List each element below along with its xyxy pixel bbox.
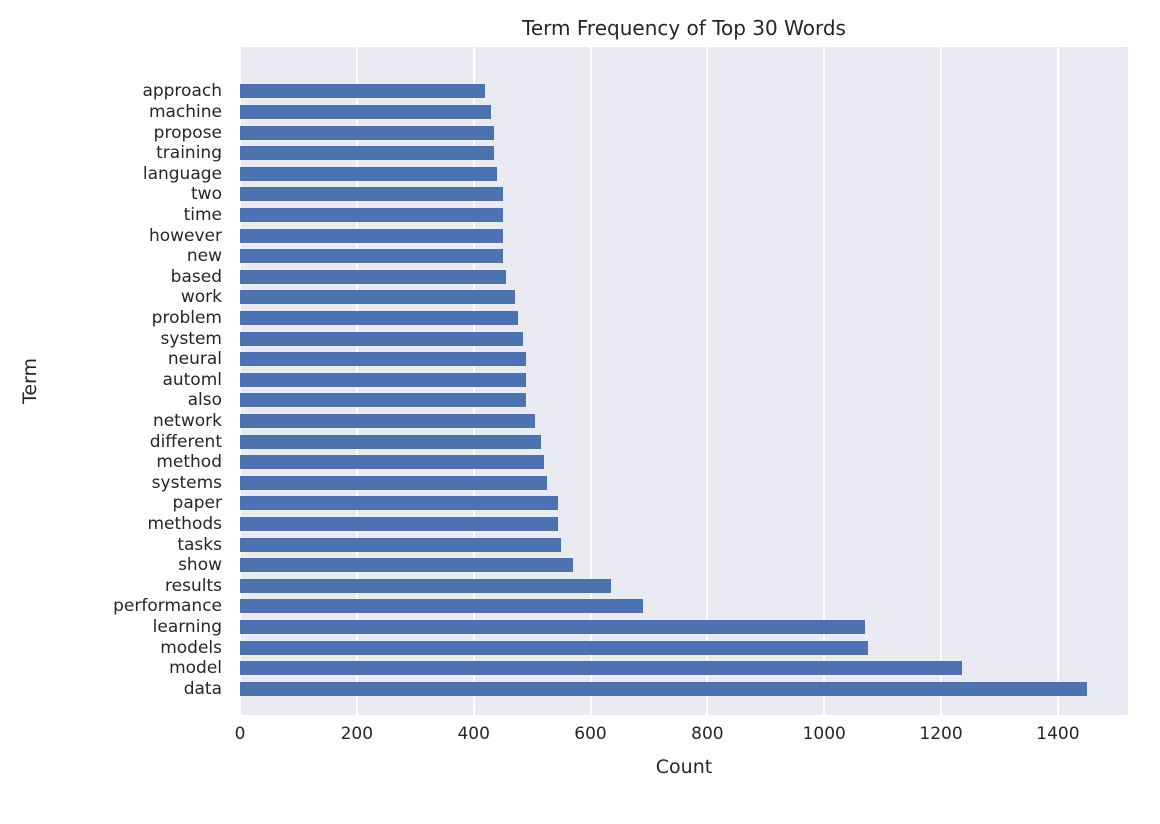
x-tick-label: 1200 <box>919 724 963 744</box>
y-tick-label: performance <box>113 596 222 617</box>
bar-also <box>240 393 527 408</box>
y-tick-label: neural <box>167 349 222 370</box>
y-tick-label: however <box>148 225 222 246</box>
bar-network <box>240 413 536 428</box>
bar-based <box>240 269 506 284</box>
x-axis-label: Count <box>655 756 713 778</box>
bar-new <box>240 249 503 264</box>
y-tick-label: network <box>152 410 222 431</box>
bar-learning <box>240 619 866 634</box>
x-tick-label: 600 <box>574 724 607 744</box>
chart-title: Term Frequency of Top 30 Words <box>522 16 846 40</box>
bar-propose <box>240 125 495 140</box>
y-tick-label: data <box>183 678 222 699</box>
bar-two <box>240 187 503 202</box>
x-tick-label: 200 <box>340 724 374 744</box>
y-tick-label: machine <box>148 101 222 122</box>
bar-training <box>240 146 495 161</box>
bar-problem <box>240 310 518 325</box>
bar-time <box>240 207 503 222</box>
x-tick-label: 1400 <box>1036 724 1080 744</box>
y-tick-label: model <box>169 658 222 679</box>
y-tick-label: method <box>156 452 222 473</box>
y-tick-label: system <box>160 328 222 349</box>
y-tick-label: based <box>170 266 222 287</box>
y-tick-label: language <box>142 163 222 184</box>
y-tick-label: paper <box>172 493 222 514</box>
plot-area <box>239 47 1128 715</box>
bar-performance <box>240 599 644 614</box>
gridline <box>589 47 592 715</box>
gridline <box>823 47 826 715</box>
y-tick-label: methods <box>147 513 222 534</box>
bar-however <box>240 228 503 243</box>
bar-different <box>240 434 541 449</box>
bar-results <box>240 578 611 593</box>
y-tick-label: new <box>186 246 222 267</box>
x-tick-label: 0 <box>234 724 246 744</box>
y-tick-label: approach <box>142 81 222 102</box>
y-tick-label: learning <box>152 616 222 637</box>
gridline <box>1056 47 1059 715</box>
y-tick-label: results <box>165 575 222 596</box>
y-tick-label: systems <box>151 472 222 493</box>
y-tick-label: tasks <box>177 534 222 555</box>
y-tick-label: different <box>149 431 222 452</box>
y-tick-label: training <box>156 143 222 164</box>
y-tick-label: problem <box>151 307 222 328</box>
y-tick-label: models <box>160 637 222 658</box>
x-tick-label: 400 <box>457 724 490 744</box>
bar-approach <box>240 84 486 99</box>
gridline <box>940 47 943 715</box>
bar-data <box>240 681 1088 696</box>
bar-tasks <box>240 537 562 552</box>
bar-method <box>240 455 544 470</box>
y-tick-labels: approach machine propose training language tw… <box>0 47 232 715</box>
y-tick-label: time <box>183 204 222 225</box>
x-tick-label: 800 <box>691 724 724 744</box>
x-tick-label: 1000 <box>802 724 846 744</box>
y-tick-label: automl <box>162 369 222 390</box>
bar-work <box>240 290 515 305</box>
bar-system <box>240 331 524 346</box>
y-tick-label: work <box>180 287 222 308</box>
bar-automl <box>240 372 527 387</box>
y-tick-label: propose <box>153 122 222 143</box>
bar-neural <box>240 352 527 367</box>
bar-model <box>240 661 962 676</box>
bar-paper <box>240 496 559 511</box>
y-tick-label: also <box>187 390 222 411</box>
bar-models <box>240 640 869 655</box>
bar-methods <box>240 516 559 531</box>
bar-show <box>240 558 573 573</box>
x-tick-labels: 0 200 400 600 800 1000 1200 1400 <box>235 724 1128 750</box>
gridline <box>706 47 709 715</box>
bar-machine <box>240 104 492 119</box>
bar-systems <box>240 475 547 490</box>
bar-language <box>240 166 498 181</box>
y-tick-label: show <box>178 555 222 576</box>
y-tick-label: two <box>191 184 222 205</box>
